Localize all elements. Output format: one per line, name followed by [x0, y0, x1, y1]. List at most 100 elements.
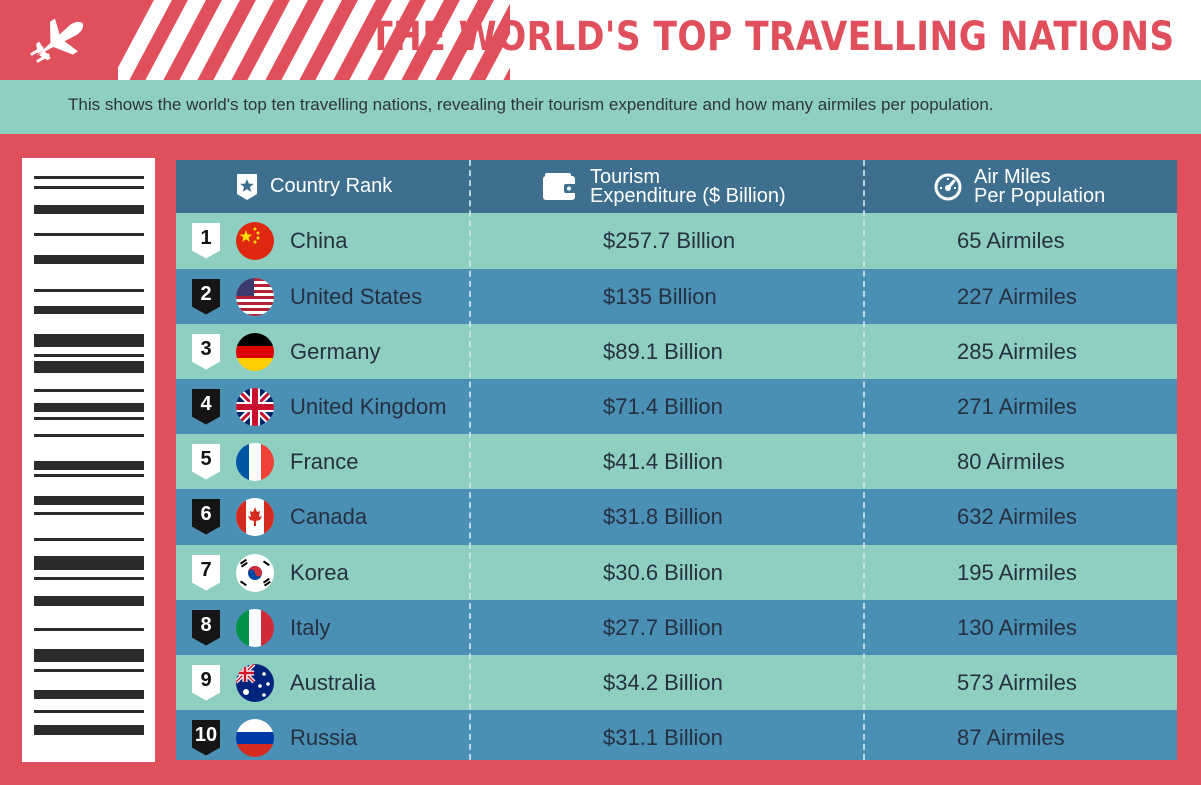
subtitle-band: This shows the world's top ten travellin…	[0, 80, 1201, 134]
page-subtitle: This shows the world's top ten travellin…	[68, 95, 994, 114]
table-row: 6 Canada $31.8 Billion 632 Airmiles	[176, 489, 1177, 545]
airmiles-per-population: 285 Airmiles	[957, 338, 1077, 364]
column-header-air-miles: Air Miles Per Population	[934, 160, 1105, 213]
barcode-bar	[34, 186, 144, 189]
barcode-bar	[34, 725, 144, 735]
header: THE WORLD'S TOP TRAVELLING NATIONS	[0, 0, 1201, 80]
uk-flag-icon	[236, 379, 274, 434]
column-header-label-line2: Expenditure ($ Billion)	[590, 184, 786, 207]
column-divider	[863, 160, 865, 760]
country-name: Germany	[290, 338, 381, 364]
russia-flag-icon	[236, 710, 274, 765]
barcode-bar	[34, 710, 144, 713]
column-header-country-rank: Country Rank	[236, 160, 392, 213]
country-name: United States	[290, 283, 423, 309]
table-header: Country Rank Tourism Expenditure ($ Bill…	[176, 160, 1177, 213]
barcode-decoration	[22, 158, 155, 762]
airmiles-per-population: 195 Airmiles	[957, 559, 1077, 585]
rank-number: 2	[192, 278, 220, 315]
table-row: 10 Russia $31.1 Billion 87 Airmiles	[176, 710, 1177, 760]
rank-number: 8	[192, 609, 220, 646]
tourism-expenditure: $71.4 Billion	[603, 393, 723, 419]
usa-flag-icon	[236, 269, 274, 324]
tourism-expenditure: $30.6 Billion	[603, 559, 723, 585]
barcode-bar	[34, 538, 144, 541]
tourism-expenditure: $31.1 Billion	[603, 724, 723, 750]
gauge-icon	[934, 173, 962, 201]
canada-flag-icon	[236, 489, 274, 544]
table-row: 9 Australia $34.2 Billion 573 Airmiles	[176, 655, 1177, 710]
rank-badge: 2	[192, 269, 222, 324]
airmiles-per-population: 65 Airmiles	[957, 227, 1065, 253]
tourism-expenditure: $257.7 Billion	[603, 227, 736, 253]
france-flag-icon	[236, 434, 274, 489]
barcode-bar	[34, 205, 144, 214]
barcode-bar	[34, 496, 144, 505]
barcode-bar	[34, 403, 144, 412]
table-row: 1 China $257.7 Billion 65 Airmiles	[176, 213, 1177, 269]
tourism-expenditure: $34.2 Billion	[603, 669, 723, 695]
airmiles-per-population: 271 Airmiles	[957, 393, 1077, 419]
rank-badge: 3	[192, 324, 222, 379]
column-header-label: Country Rank	[270, 175, 393, 197]
rank-number: 7	[192, 554, 220, 591]
barcode-bar	[34, 556, 144, 570]
barcode-bar	[34, 649, 144, 662]
korea-flag-icon	[236, 545, 274, 600]
table-row: 4 United Kingdom $71.4 Billion 271 Airmiles	[176, 379, 1177, 434]
country-name: Russia	[290, 724, 358, 750]
rank-number: 9	[192, 664, 220, 701]
country-name: China	[290, 227, 348, 253]
barcode-bar	[34, 261, 144, 264]
barcode-bar	[34, 434, 144, 437]
barcode-bar	[34, 417, 144, 420]
ranking-table: Country Rank Tourism Expenditure ($ Bill…	[176, 160, 1177, 760]
tourism-expenditure: $135 Billion	[603, 283, 717, 309]
barcode-bar	[34, 669, 144, 672]
table-row: 2 United States $135 Billion 227 Airmiles	[176, 269, 1177, 324]
star-badge-icon	[236, 173, 258, 201]
barcode-bar	[34, 361, 144, 373]
country-name: Italy	[290, 614, 331, 640]
barcode-bar	[34, 176, 144, 179]
airmiles-per-population: 130 Airmiles	[957, 614, 1077, 640]
rank-badge: 7	[192, 545, 222, 600]
tourism-expenditure: $41.4 Billion	[603, 448, 723, 474]
rank-badge: 4	[192, 379, 222, 434]
barcode-bar	[34, 306, 144, 314]
barcode-bar	[34, 233, 144, 236]
barcode-bar	[34, 577, 144, 580]
rank-number: 10	[192, 719, 220, 756]
tourism-expenditure: $89.1 Billion	[603, 338, 723, 364]
germany-flag-icon	[236, 324, 274, 379]
airmiles-per-population: 227 Airmiles	[957, 283, 1077, 309]
italy-flag-icon	[236, 600, 274, 655]
tourism-expenditure: $31.8 Billion	[603, 503, 723, 529]
barcode-bar	[34, 354, 144, 357]
rank-badge: 1	[192, 213, 222, 268]
barcode-bar	[34, 628, 144, 631]
column-header-tourism-expenditure: Tourism Expenditure ($ Billion)	[542, 160, 786, 213]
barcode-bar	[34, 255, 144, 264]
barcode-bar	[34, 690, 144, 699]
country-name: Canada	[290, 503, 368, 529]
barcode-bar	[34, 461, 144, 470]
table-row: 8 Italy $27.7 Billion 130 Airmiles	[176, 600, 1177, 655]
wallet-icon	[542, 172, 578, 202]
barcode-bar	[34, 596, 144, 606]
airmiles-per-population: 573 Airmiles	[957, 669, 1077, 695]
table-row: 7 Korea $30.6 Billion 195 Airmiles	[176, 545, 1177, 600]
country-name: France	[290, 448, 359, 474]
rank-badge: 8	[192, 600, 222, 655]
rank-number: 1	[192, 222, 220, 259]
rank-badge: 9	[192, 655, 222, 710]
australia-flag-icon	[236, 655, 274, 710]
barcode-bar	[34, 512, 144, 515]
column-header-label-line2: Per Population	[974, 184, 1106, 207]
rank-badge: 10	[192, 710, 222, 765]
airmiles-per-population: 80 Airmiles	[957, 448, 1065, 474]
rank-number: 3	[192, 333, 220, 370]
airplane-icon	[0, 0, 118, 80]
barcode-bar	[34, 289, 144, 292]
airmiles-per-population: 632 Airmiles	[957, 503, 1077, 529]
